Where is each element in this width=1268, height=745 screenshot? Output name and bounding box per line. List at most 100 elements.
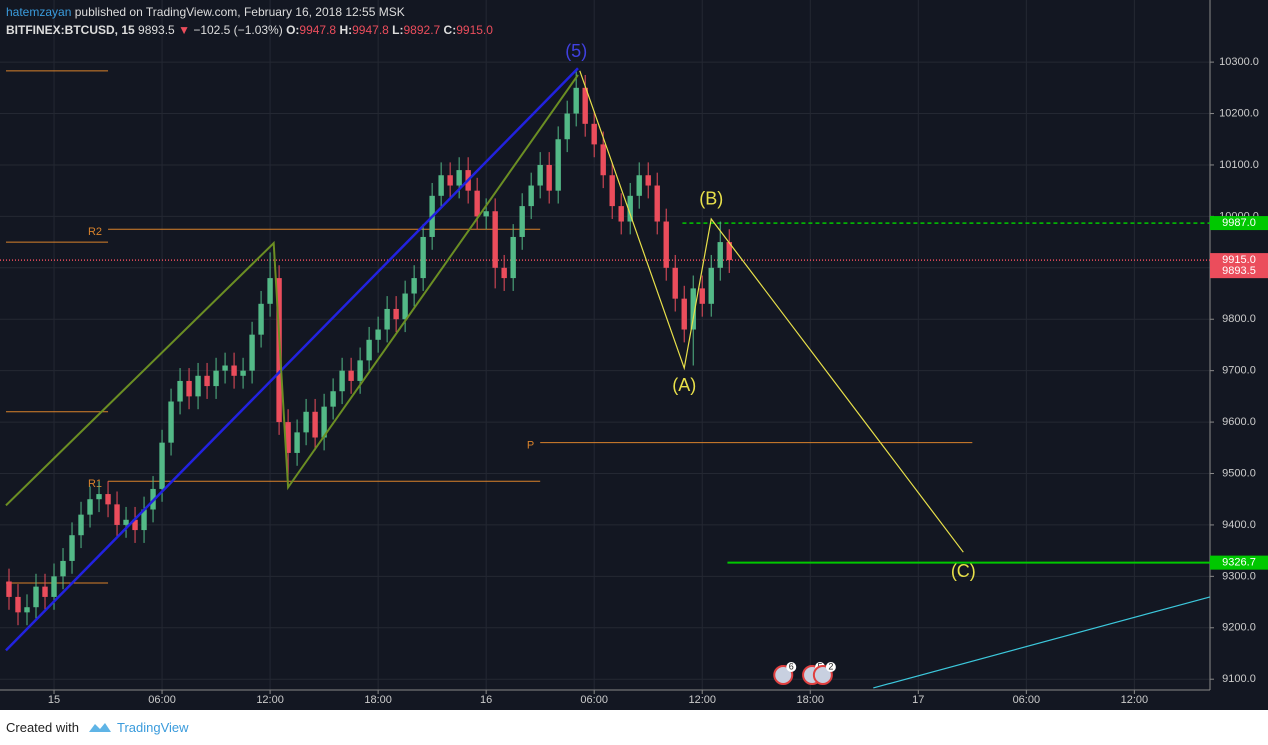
plot-bg — [0, 0, 1268, 710]
wave-label: (B) — [699, 189, 723, 209]
candle-body — [528, 185, 534, 207]
x-tick-label: 06:00 — [148, 694, 176, 706]
candle-body — [159, 442, 165, 489]
price-tag — [1210, 216, 1268, 231]
symbol: BITFINEX:BTCUSD, 15 — [6, 23, 135, 37]
x-tick-label: 06:00 — [580, 694, 608, 706]
logo — [88, 722, 111, 732]
candle-body — [168, 401, 174, 443]
candle-body — [726, 242, 732, 261]
candle-body — [645, 175, 651, 186]
candle-body — [672, 267, 678, 299]
y-tick-label: 9100.0 — [1222, 673, 1256, 685]
event-count: 2 — [828, 661, 833, 671]
x-tick-label: 18:00 — [364, 694, 392, 706]
price-tag-label: 9987.0 — [1222, 217, 1256, 229]
trend-line — [579, 70, 964, 553]
candle-body — [258, 303, 264, 335]
y-tick-label: 9400.0 — [1222, 519, 1256, 531]
y-tick-label: 9200.0 — [1222, 622, 1256, 634]
ohlc-line: BITFINEX:BTCUSD, 15 9893.5 ▼ −102.5 (−1.… — [6, 21, 493, 39]
candle-body — [564, 113, 570, 140]
candle-body — [393, 308, 399, 320]
candle-body — [123, 519, 129, 525]
publish-line: hatemzayan published on TradingView.com,… — [6, 3, 493, 21]
x-tick-label: 18:00 — [797, 694, 825, 706]
candle-body — [348, 370, 354, 381]
candle-body — [96, 494, 102, 500]
candle-body — [222, 365, 228, 371]
trend-line — [5, 74, 579, 507]
x-tick-label: 16 — [480, 694, 492, 706]
candle-body — [609, 175, 615, 207]
last: 9893.5 — [138, 23, 175, 37]
candle-body — [285, 422, 291, 453]
price-tag — [1210, 264, 1268, 279]
wave-label: (C) — [951, 561, 976, 581]
candle-body — [546, 164, 552, 191]
candle-body — [690, 288, 696, 330]
candle-body — [483, 211, 489, 217]
candle-body — [321, 406, 327, 438]
y-tick-label: 9600.0 — [1222, 416, 1256, 428]
candle-body — [699, 288, 705, 304]
candle-body — [78, 514, 84, 536]
price-tag-label: 9893.5 — [1222, 265, 1256, 277]
c-label: C: — [443, 23, 457, 37]
candle-body — [51, 576, 57, 597]
brand[interactable]: TradingView — [116, 720, 189, 735]
wave-label: (5) — [565, 41, 587, 61]
candle-body — [681, 298, 687, 330]
down-arrow: ▼ — [178, 23, 190, 37]
x-tick-label: 06:00 — [1013, 694, 1041, 706]
candle-body — [402, 293, 408, 320]
o-label: O: — [286, 23, 300, 37]
h-label: H: — [339, 23, 353, 37]
candle-body — [267, 278, 273, 304]
y-tick-label: 9300.0 — [1222, 570, 1256, 582]
y-tick-label: 10300.0 — [1219, 56, 1259, 68]
candle-body — [519, 206, 525, 237]
candle-body — [555, 139, 561, 191]
candle-body — [438, 175, 444, 196]
candle-body — [339, 370, 345, 392]
candle-body — [177, 380, 183, 402]
candle-body — [303, 411, 309, 433]
candle-body — [195, 375, 201, 397]
candle-body — [231, 365, 237, 376]
l-label: L: — [392, 23, 404, 37]
x-tick-label: 12:00 — [1121, 694, 1149, 706]
candle-body — [600, 144, 606, 176]
candle-body — [573, 87, 579, 114]
candle-body — [537, 164, 543, 186]
published: published on TradingView.com, February 1… — [74, 5, 405, 19]
c-value: 9915.0 — [456, 23, 493, 37]
price-tag-label: 9915.0 — [1222, 254, 1256, 266]
candle-body — [357, 360, 363, 381]
candle-body — [501, 267, 507, 279]
l-value: 9892.7 — [403, 23, 441, 37]
candle-body — [384, 308, 390, 330]
candle-body — [33, 586, 39, 608]
candle-body — [69, 535, 75, 561]
candle-body — [132, 519, 138, 531]
event-count: 6 — [789, 661, 794, 671]
candle-body — [186, 380, 192, 397]
trend-line — [5, 67, 579, 652]
candle-body — [654, 185, 660, 222]
candle-body — [204, 375, 210, 387]
pivot-label: R2 — [88, 226, 102, 238]
created-with: Created with — [6, 720, 79, 735]
author[interactable]: hatemzayan — [6, 5, 72, 19]
o-value: 9947.8 — [299, 23, 337, 37]
candle-body — [60, 560, 66, 577]
x-tick-label: 12:00 — [256, 694, 284, 706]
event-badge — [786, 662, 797, 672]
candle-body — [474, 190, 480, 217]
candle-body — [240, 370, 246, 376]
footer: Created with TradingView — [0, 710, 1268, 745]
y-tick-label: 10200.0 — [1219, 107, 1259, 119]
candle-body — [114, 504, 120, 525]
candle-body — [411, 278, 417, 294]
trend-line — [873, 596, 1211, 689]
